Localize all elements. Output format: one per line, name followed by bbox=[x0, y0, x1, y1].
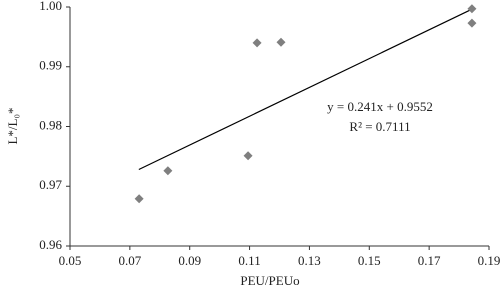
x-tick-label: 0.09 bbox=[178, 253, 201, 268]
trendline bbox=[138, 7, 475, 171]
x-tick-label: 0.17 bbox=[418, 253, 441, 268]
point bbox=[467, 18, 477, 28]
y-tick-label: 0.97 bbox=[39, 177, 62, 192]
x-tick-label: 0.05 bbox=[59, 253, 82, 268]
point bbox=[252, 38, 262, 48]
r-squared: R² = 0.7111 bbox=[349, 119, 410, 134]
x-tick-label: 0.13 bbox=[298, 253, 321, 268]
x-axis-label: PEU/PEUo bbox=[240, 273, 299, 288]
point bbox=[134, 194, 144, 204]
point bbox=[163, 166, 173, 176]
x-tick-label: 0.15 bbox=[358, 253, 381, 268]
point bbox=[467, 4, 477, 14]
equation: y = 0.241x + 0.9552 bbox=[327, 99, 433, 114]
y-tick-label: 1.00 bbox=[39, 0, 62, 13]
y-tick-label: 0.99 bbox=[39, 58, 62, 73]
point bbox=[276, 37, 286, 47]
x-tick-label: 0.07 bbox=[118, 253, 141, 268]
point bbox=[243, 151, 253, 161]
x-tick-label: 0.19 bbox=[478, 253, 500, 268]
y-tick-label: 0.98 bbox=[39, 117, 62, 132]
y-axis-label: L*/L₀* bbox=[5, 107, 20, 144]
y-tick-label: 0.96 bbox=[39, 237, 62, 252]
x-tick-label: 0.11 bbox=[238, 253, 260, 268]
